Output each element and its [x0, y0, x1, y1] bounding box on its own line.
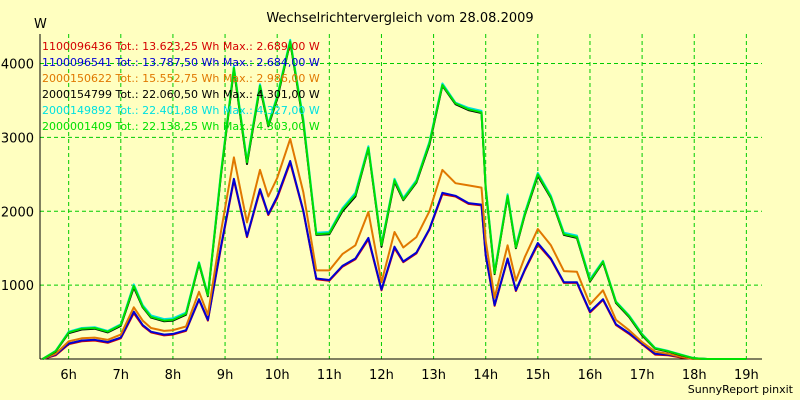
legend-entry-1100096436: 1100096436 Tot.: 13.623,25 Wh Max.: 2.68…: [42, 40, 320, 53]
x-tick-label: 18h: [682, 368, 707, 383]
footer-credit: SunnyReport pinxit: [688, 383, 794, 396]
y-axis-unit: W: [34, 17, 47, 32]
series-line-2000001409: [42, 40, 747, 360]
chart-title: Wechselrichtervergleich vom 28.08.2009: [266, 11, 533, 26]
x-tick-label: 19h: [734, 368, 759, 383]
legend-entry-2000150622: 2000150622 Tot.: 15.552,75 Wh Max.: 2.98…: [42, 72, 320, 85]
legend-entry-1100096541: 1100096541 Tot.: 13.787,50 Wh Max.: 2.68…: [42, 56, 320, 69]
x-tick-label: 16h: [578, 368, 603, 383]
y-tick-label: 4000: [1, 58, 34, 73]
x-tick-label: 14h: [473, 368, 498, 383]
x-tick-label: 12h: [369, 368, 394, 383]
y-tick-label: 2000: [1, 205, 34, 220]
x-tick-label: 11h: [317, 368, 342, 383]
x-tick-label: 9h: [217, 368, 234, 383]
x-tick-label: 8h: [165, 368, 182, 383]
x-tick-label: 15h: [525, 368, 550, 383]
y-tick-label: 1000: [1, 279, 34, 294]
x-tick-label: 6h: [60, 368, 77, 383]
legend-entry-2000154799: 2000154799 Tot.: 22.060,50 Wh Max.: 4.30…: [42, 88, 320, 101]
x-tick-label: 10h: [265, 368, 290, 383]
legend-entry-2000149892: 2000149892 Tot.: 22.401,88 Wh Max.: 4.32…: [42, 104, 320, 117]
y-tick-label: 3000: [1, 131, 34, 146]
legend: 1100096436 Tot.: 13.623,25 Wh Max.: 2.68…: [42, 40, 320, 133]
x-tick-label: 7h: [113, 368, 130, 383]
legend-entry-2000001409: 2000001409 Tot.: 22.138,25 Wh Max.: 4.30…: [42, 120, 320, 133]
series-line-1100096541: [42, 160, 747, 360]
axes: 1000 2000 3000 4000 6h 7h 8h 9h 10h 11h 12h 13h 14h 1…: [1, 34, 762, 383]
x-tick-label: 13h: [421, 368, 446, 383]
series-line-2000150622: [42, 137, 747, 360]
x-tick-label: 17h: [630, 368, 655, 383]
series-lines: [42, 38, 747, 360]
